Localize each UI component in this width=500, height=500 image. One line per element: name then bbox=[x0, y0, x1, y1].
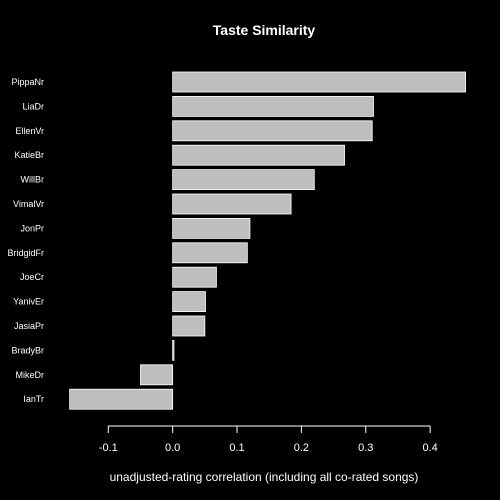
x-tick-label: 0.1 bbox=[229, 442, 244, 454]
category-label: JonPr bbox=[20, 223, 44, 233]
bar-willbr bbox=[172, 169, 315, 191]
bars-group bbox=[69, 71, 466, 410]
category-label: MikeDr bbox=[16, 370, 45, 380]
bar-jasiapr bbox=[172, 315, 206, 337]
bar-vimalvr bbox=[172, 193, 292, 215]
bar-iantr bbox=[69, 388, 174, 410]
category-label: JoeCr bbox=[20, 272, 44, 282]
category-label: IanTr bbox=[23, 394, 44, 404]
bar-jonpr bbox=[172, 217, 251, 239]
category-label: WillBr bbox=[21, 175, 45, 185]
category-label: BridgidFr bbox=[7, 248, 44, 258]
x-tick-label: 0.2 bbox=[294, 442, 309, 454]
category-label: BradyBr bbox=[11, 345, 44, 355]
bar-liadr bbox=[172, 96, 374, 117]
category-label: VimalVr bbox=[13, 199, 44, 209]
category-label: JasiaPr bbox=[14, 321, 44, 331]
category-label: EllenVr bbox=[15, 126, 44, 136]
bar-ellenvr bbox=[172, 120, 373, 142]
category-label: YanivEr bbox=[13, 297, 44, 307]
category-label: LiaDr bbox=[22, 101, 44, 111]
bar-mikedr bbox=[140, 364, 174, 386]
bar-katiebr bbox=[172, 144, 345, 166]
bar-yaniver bbox=[172, 291, 206, 313]
bar-pippanr bbox=[172, 71, 466, 93]
x-tick-label: 0.0 bbox=[165, 442, 180, 454]
bar-joecr bbox=[172, 266, 217, 288]
bar-bridgidfr bbox=[172, 242, 248, 264]
x-tick-label: -0.1 bbox=[99, 442, 118, 454]
category-labels: PippaNr LiaDr EllenVr KatieBr WillBr VimalVr J… bbox=[7, 77, 44, 404]
x-axis: -0.1 0.0 0.1 0.2 0.3 0.4 bbox=[99, 425, 438, 454]
x-tick-label: 0.3 bbox=[358, 442, 373, 454]
category-label: KatieBr bbox=[14, 150, 44, 160]
x-axis-label: unadjusted-rating correlation (including… bbox=[110, 470, 419, 484]
bar-bradybr bbox=[172, 339, 175, 361]
x-tick-label: 0.4 bbox=[423, 442, 438, 454]
chart-title: Taste Similarity bbox=[213, 22, 316, 38]
category-label: PippaNr bbox=[11, 77, 44, 87]
